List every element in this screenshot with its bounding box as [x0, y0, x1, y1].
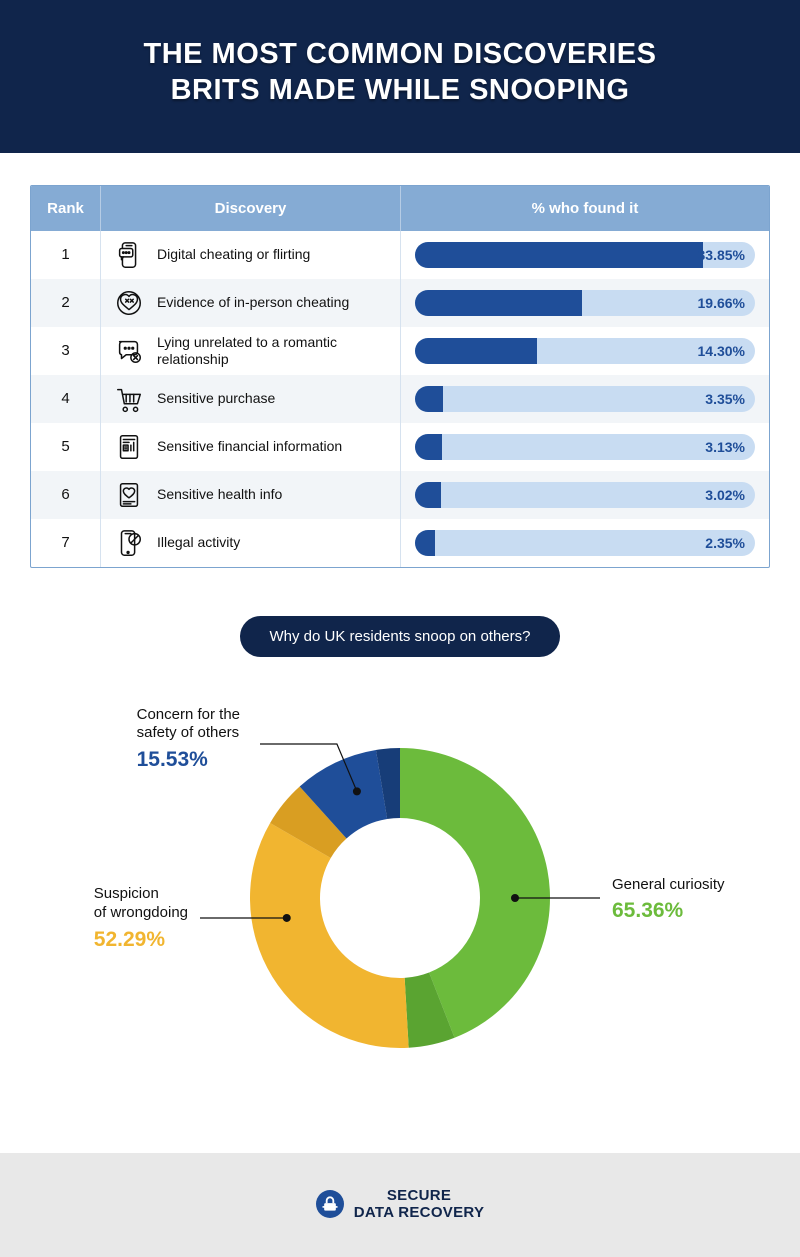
cell-bar: 3.13% [401, 423, 769, 471]
discovery-label: Sensitive purchase [157, 390, 275, 407]
table-row: 5 Sensitive financial information 3.13% [31, 423, 769, 471]
bar-value: 14.30% [698, 338, 745, 364]
table-body: 1 Digital cheating or flirting 33.85% 2 … [31, 231, 769, 567]
discovery-label: Sensitive financial information [157, 438, 342, 455]
bar-value: 19.66% [698, 290, 745, 316]
donut-label: General curiosity65.36% [612, 876, 725, 925]
discoveries-table: Rank Discovery % who found it 1 Digital … [30, 185, 770, 568]
footer: SECURE DATA RECOVERY [0, 1153, 800, 1257]
cell-bar: 3.02% [401, 471, 769, 519]
col-header-percent: % who found it [401, 186, 769, 231]
health-doc-icon [113, 479, 145, 511]
brand-lock-icon [316, 1190, 344, 1218]
table-row: 4 Sensitive purchase 3.35% [31, 375, 769, 423]
cell-rank: 7 [31, 519, 101, 567]
col-header-discovery: Discovery [101, 186, 401, 231]
title-line-2: BRITS MADE WHILE SNOOPING [171, 74, 630, 106]
broken-heart-icon [113, 287, 145, 319]
phone-block-icon [113, 527, 145, 559]
brand-text: SECURE DATA RECOVERY [354, 1187, 485, 1221]
discovery-label: Illegal activity [157, 534, 240, 551]
discovery-label: Evidence of in-person cheating [157, 294, 349, 311]
cell-discovery: Sensitive health info [101, 471, 401, 519]
header-banner: THE MOST COMMON DISCOVERIES BRITS MADE W… [0, 0, 800, 153]
discovery-label: Lying unrelated to a romantic relationsh… [157, 334, 388, 368]
cell-discovery: Digital cheating or flirting [101, 231, 401, 279]
discovery-label: Sensitive health info [157, 486, 282, 503]
table-row: 3 Lying unrelated to a romantic relation… [31, 327, 769, 375]
cell-bar: 2.35% [401, 519, 769, 567]
bar-track: 2.35% [415, 530, 755, 556]
bar-track: 33.85% [415, 242, 755, 268]
donut-label: Suspicionof wrongdoing52.29% [94, 885, 188, 953]
bar-value: 3.13% [705, 434, 745, 460]
discovery-label: Digital cheating or flirting [157, 246, 310, 263]
finance-doc-icon [113, 431, 145, 463]
cell-bar: 14.30% [401, 327, 769, 375]
bar-track: 19.66% [415, 290, 755, 316]
brand: SECURE DATA RECOVERY [316, 1187, 485, 1221]
table-row: 2 Evidence of in-person cheating 19.66% [31, 279, 769, 327]
bar-track: 3.35% [415, 386, 755, 412]
bar-track: 3.13% [415, 434, 755, 460]
bar-value: 3.35% [705, 386, 745, 412]
cell-discovery: Illegal activity [101, 519, 401, 567]
cell-bar: 3.35% [401, 375, 769, 423]
cell-discovery: Sensitive purchase [101, 375, 401, 423]
cell-bar: 19.66% [401, 279, 769, 327]
cell-rank: 1 [31, 231, 101, 279]
cell-rank: 6 [31, 471, 101, 519]
cell-discovery: Sensitive financial information [101, 423, 401, 471]
cell-rank: 3 [31, 327, 101, 375]
table-row: 6 Sensitive health info 3.02% [31, 471, 769, 519]
bar-value: 33.85% [698, 242, 745, 268]
donut-label: Concern for thesafety of others15.53% [137, 706, 240, 774]
phone-chat-icon [113, 239, 145, 271]
col-header-rank: Rank [31, 186, 101, 231]
cell-discovery: Lying unrelated to a romantic relationsh… [101, 327, 401, 375]
donut-title-pill: Why do UK residents snoop on others? [240, 616, 561, 657]
table-row: 7 Illegal activity 2.35% [31, 519, 769, 567]
donut-chart-area: General curiosity65.36% Suspicionof wrong… [30, 693, 770, 1103]
table-header: Rank Discovery % who found it [31, 186, 769, 231]
bar-track: 14.30% [415, 338, 755, 364]
title-line-1: THE MOST COMMON DISCOVERIES [144, 38, 657, 70]
chat-x-icon [113, 335, 145, 367]
page-title: THE MOST COMMON DISCOVERIES BRITS MADE W… [40, 36, 760, 109]
cell-bar: 33.85% [401, 231, 769, 279]
bar-value: 3.02% [705, 482, 745, 508]
cart-icon [113, 383, 145, 415]
cell-rank: 2 [31, 279, 101, 327]
brand-bold: SECURE [387, 1187, 451, 1204]
table-row: 1 Digital cheating or flirting 33.85% [31, 231, 769, 279]
main-content: Rank Discovery % who found it 1 Digital … [0, 153, 800, 1153]
cell-rank: 4 [31, 375, 101, 423]
brand-rest: DATA RECOVERY [354, 1204, 485, 1221]
cell-rank: 5 [31, 423, 101, 471]
cell-discovery: Evidence of in-person cheating [101, 279, 401, 327]
bar-track: 3.02% [415, 482, 755, 508]
bar-value: 2.35% [705, 530, 745, 556]
